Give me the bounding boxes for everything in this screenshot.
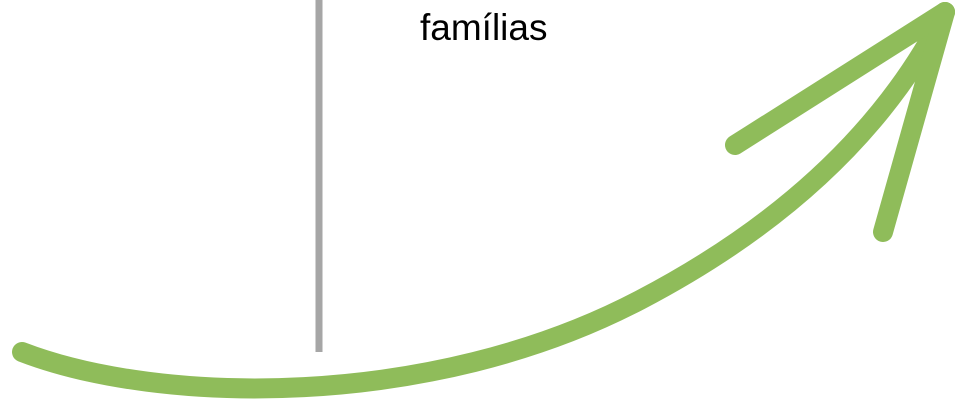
- arrow-head-left: [725, 2, 955, 155]
- arrow-shaft: [12, 2, 955, 399]
- curved-arrow-icon: [12, 2, 955, 399]
- familias-label: famílias: [420, 7, 548, 48]
- arrow-head-right: [873, 2, 955, 242]
